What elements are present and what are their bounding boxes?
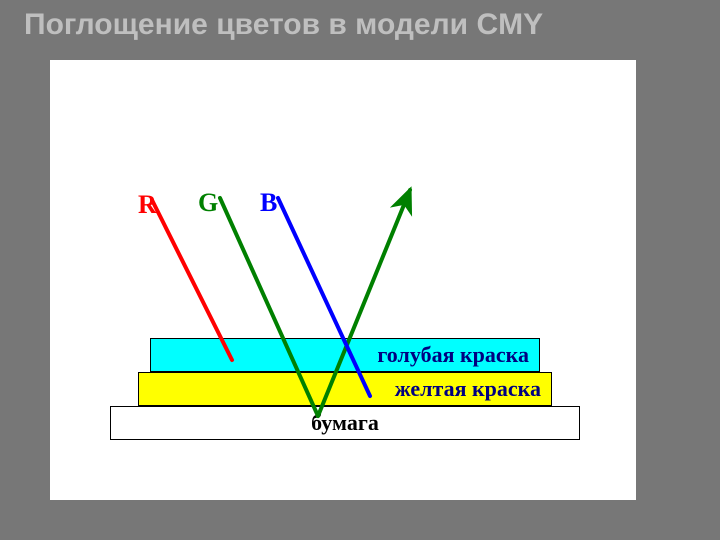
ray-G (220, 190, 410, 416)
ray-label-G: G (198, 188, 218, 218)
ray-G-seg0 (220, 198, 318, 416)
slide-title: Поглощение цветов в модели CMY (24, 8, 696, 42)
ray-B-seg0 (278, 198, 370, 396)
ray-label-B: B (260, 188, 277, 218)
slide: Поглощение цветов в модели CMY голубая к… (0, 0, 720, 540)
rays-svg (50, 60, 636, 500)
ray-B (278, 198, 370, 396)
ray-R-seg0 (152, 200, 232, 360)
diagram-panel: голубая краска желтая краска бумага (50, 60, 636, 500)
ray-label-R: R (138, 190, 157, 220)
ray-R (152, 200, 232, 360)
